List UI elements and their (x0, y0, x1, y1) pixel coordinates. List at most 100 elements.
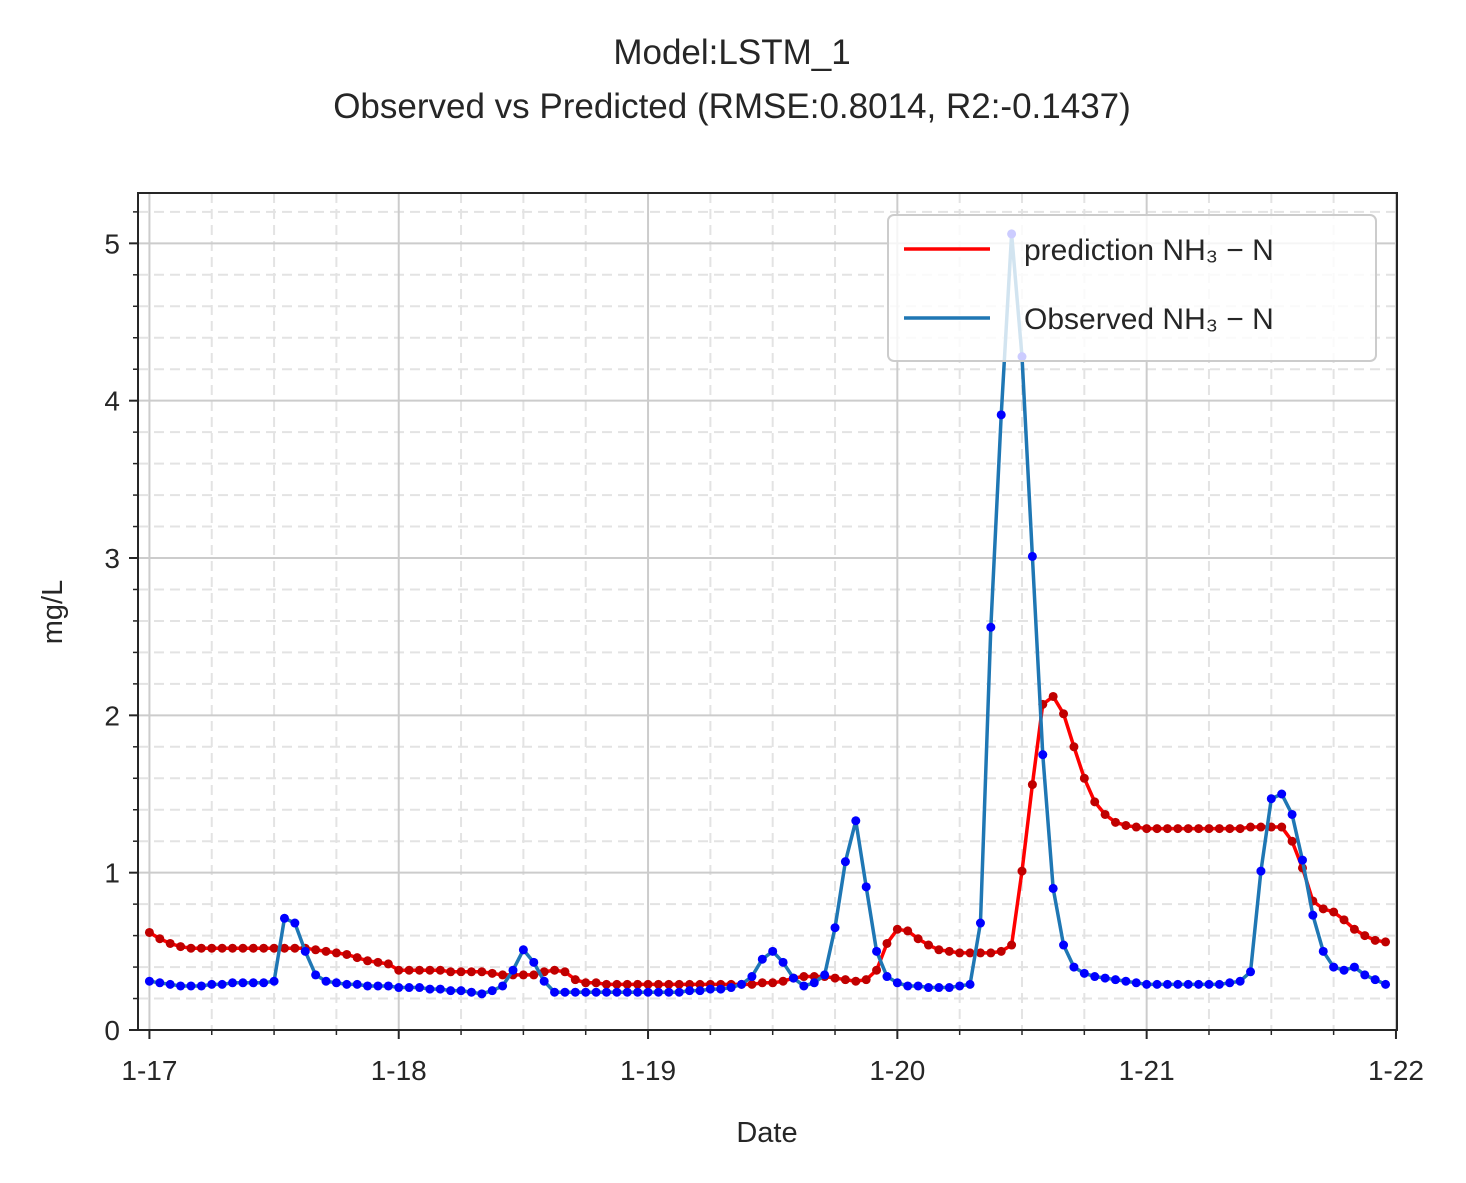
data-point (778, 976, 788, 986)
data-point (259, 978, 269, 988)
data-point (144, 976, 154, 986)
data-point (1204, 979, 1214, 989)
data-point (1059, 940, 1069, 950)
data-point (477, 967, 487, 977)
data-point (529, 970, 539, 980)
data-point (685, 979, 695, 989)
legend-label: Observed NH₃ − N (1024, 303, 1274, 336)
data-point (311, 945, 321, 955)
data-point (934, 983, 944, 993)
data-point (1079, 773, 1089, 783)
data-point (975, 948, 985, 958)
data-point (1162, 824, 1172, 834)
data-point (1007, 940, 1017, 950)
y-tick-label: 3 (104, 543, 120, 574)
data-point (913, 934, 923, 944)
data-point (612, 987, 622, 997)
data-point (435, 965, 445, 975)
data-point (560, 987, 570, 997)
data-point (560, 967, 570, 977)
data-point (1204, 824, 1214, 834)
data-point (996, 946, 1006, 956)
data-point (1069, 742, 1079, 752)
data-point (809, 972, 819, 982)
data-point (404, 965, 414, 975)
data-point (290, 918, 300, 928)
data-point (1048, 883, 1058, 893)
data-point (872, 946, 882, 956)
data-point (633, 987, 643, 997)
data-point (1277, 789, 1287, 799)
x-tick-label: 1-18 (371, 1055, 427, 1086)
data-point (446, 967, 456, 977)
x-tick-label: 1-22 (1368, 1055, 1424, 1086)
data-point (674, 979, 684, 989)
data-point (570, 987, 580, 997)
data-point (1194, 824, 1204, 834)
data-point (331, 948, 341, 958)
data-point (924, 983, 934, 993)
data-point (1131, 978, 1141, 988)
data-point (1142, 979, 1152, 989)
data-point (1100, 809, 1110, 819)
data-point (269, 976, 279, 986)
data-point (664, 979, 674, 989)
data-point (581, 978, 591, 988)
data-point (788, 973, 798, 983)
data-point (1121, 820, 1131, 830)
data-point (1339, 915, 1349, 925)
data-point (228, 943, 238, 953)
data-point (892, 924, 902, 934)
data-point (466, 987, 476, 997)
data-point (1349, 962, 1359, 972)
data-point (342, 949, 352, 959)
data-point (913, 981, 923, 991)
data-point (425, 965, 435, 975)
data-point (1235, 824, 1245, 834)
data-point (653, 979, 663, 989)
data-point (300, 946, 310, 956)
data-point (279, 913, 289, 923)
data-point (383, 981, 393, 991)
data-point (1370, 975, 1380, 985)
data-point (1152, 979, 1162, 989)
data-point (238, 943, 248, 953)
data-point (653, 987, 663, 997)
data-point (207, 979, 217, 989)
data-point (1246, 967, 1256, 977)
data-point (1381, 979, 1391, 989)
data-point (415, 983, 425, 993)
data-point (996, 410, 1006, 420)
data-point (155, 934, 165, 944)
data-point (757, 954, 767, 964)
data-point (529, 957, 539, 967)
data-point (581, 987, 591, 997)
data-point (975, 918, 985, 928)
data-point (1287, 836, 1297, 846)
data-point (726, 983, 736, 993)
data-point (1152, 824, 1162, 834)
data-point (622, 979, 632, 989)
data-point (965, 948, 975, 958)
data-point (1214, 824, 1224, 834)
data-point (1329, 962, 1339, 972)
data-point (539, 976, 549, 986)
data-point (477, 989, 487, 999)
data-point (1339, 965, 1349, 975)
data-point (1110, 975, 1120, 985)
data-point (892, 978, 902, 988)
data-point (383, 959, 393, 969)
data-point (165, 938, 175, 948)
data-point (1069, 962, 1079, 972)
data-point (279, 943, 289, 953)
data-point (924, 940, 934, 950)
data-point (1214, 979, 1224, 989)
data-point (1017, 866, 1027, 876)
data-point (882, 938, 892, 948)
data-point (466, 967, 476, 977)
data-point (1256, 866, 1266, 876)
data-point (591, 987, 601, 997)
data-point (1360, 931, 1370, 941)
data-point (1308, 910, 1318, 920)
